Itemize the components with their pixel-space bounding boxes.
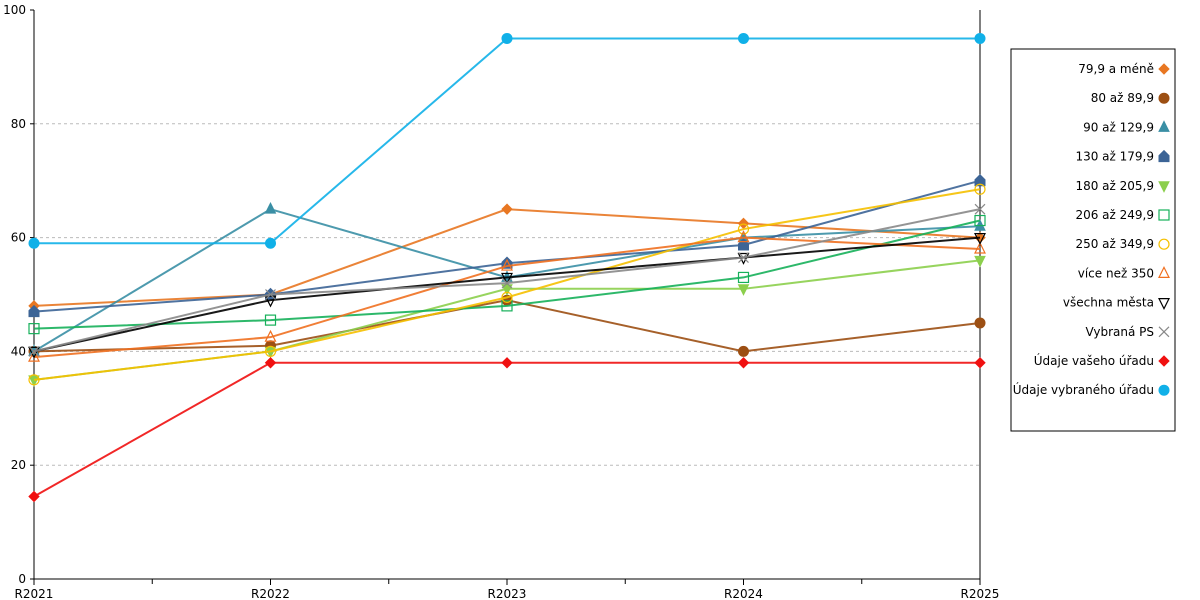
data-point xyxy=(737,223,750,235)
data-point xyxy=(501,357,513,369)
data-point xyxy=(264,357,277,369)
data-point xyxy=(501,272,513,285)
series-line xyxy=(33,299,981,353)
legend-marker xyxy=(1158,298,1170,310)
data-point xyxy=(974,173,986,187)
legend-label: 250 až 349,9 xyxy=(1075,237,1154,251)
y-tick-label: 40 xyxy=(11,344,26,358)
data-point xyxy=(501,203,513,215)
data-point xyxy=(28,346,40,359)
series-6 xyxy=(28,183,986,386)
data-point xyxy=(738,32,749,44)
data-point xyxy=(28,490,40,503)
series-line xyxy=(33,219,981,330)
series-2 xyxy=(28,202,986,356)
legend-label: Vybraná PS xyxy=(1085,325,1154,339)
series-line xyxy=(33,361,980,498)
data-point xyxy=(501,32,513,44)
legend-marker xyxy=(1158,384,1170,396)
series-line xyxy=(33,236,981,353)
data-point xyxy=(737,357,750,369)
series-1 xyxy=(28,294,986,357)
legend-label: 130 až 179,9 xyxy=(1075,150,1154,164)
data-point xyxy=(974,357,986,369)
data-point xyxy=(28,375,40,387)
legend-label: 180 až 205,9 xyxy=(1075,179,1154,193)
data-point xyxy=(501,291,513,303)
data-point xyxy=(974,32,986,44)
legend-box xyxy=(1010,48,1176,432)
data-point xyxy=(28,237,40,249)
x-tick-label: R2022 xyxy=(251,587,290,600)
legend-label: všechna města xyxy=(1063,296,1154,310)
data-point xyxy=(974,183,986,195)
y-tick-label: 20 xyxy=(11,458,26,472)
data-point xyxy=(737,217,750,230)
data-point xyxy=(738,345,749,357)
data-point xyxy=(974,214,986,227)
legend-marker xyxy=(1158,238,1170,250)
data-point xyxy=(264,202,277,214)
data-point xyxy=(28,349,40,362)
data-point xyxy=(974,233,986,245)
x-tick-label: R2021 xyxy=(15,587,54,600)
data-point xyxy=(264,314,277,326)
data-point xyxy=(265,237,276,249)
series-11 xyxy=(28,32,986,249)
legend-marker xyxy=(1158,149,1170,163)
data-point xyxy=(264,329,277,342)
data-point xyxy=(28,323,40,335)
legend-marker xyxy=(1158,120,1170,132)
data-point xyxy=(974,255,986,268)
legend-label: Údaje vybraného úřadu xyxy=(1013,382,1154,397)
y-tick-label: 0 xyxy=(18,572,26,586)
legend-label: 90 až 129,9 xyxy=(1083,120,1154,134)
y-tick-label: 100 xyxy=(3,3,26,17)
legend-marker xyxy=(1158,181,1170,193)
legend-label: Údaje vašeho úřadu xyxy=(1034,353,1154,368)
x-tick-label: R2023 xyxy=(488,587,527,600)
legend-marker xyxy=(1158,63,1170,75)
series-5 xyxy=(28,214,986,335)
data-point xyxy=(974,317,986,329)
series-10 xyxy=(28,357,986,503)
legend-label: 80 až 89,9 xyxy=(1091,91,1154,105)
x-tick-label: R2024 xyxy=(724,587,763,600)
series-line xyxy=(33,188,981,381)
y-tick-label: 80 xyxy=(11,117,26,131)
data-point xyxy=(501,258,513,271)
data-point xyxy=(501,300,513,312)
legend-marker xyxy=(1158,266,1170,278)
data-point xyxy=(737,284,750,296)
data-point xyxy=(974,203,986,215)
x-tick-label: R2025 xyxy=(961,587,1000,600)
legend-marker xyxy=(1158,326,1170,338)
data-point xyxy=(265,289,276,300)
legend-marker xyxy=(1158,355,1170,367)
series-9 xyxy=(28,203,986,357)
data-point xyxy=(264,295,277,308)
data-point xyxy=(737,271,750,284)
data-point xyxy=(28,374,40,386)
data-point xyxy=(28,345,40,357)
data-point xyxy=(264,345,277,357)
legend-label: 79,9 a méně xyxy=(1078,62,1154,76)
legend: 79,9 a méně 80 až 89,9 90 až 129,9 130 až 1… xyxy=(1010,48,1176,432)
y-tick-label: 60 xyxy=(11,231,26,245)
data-point xyxy=(974,241,986,254)
data-point xyxy=(501,284,513,296)
legend-label: více než 350 xyxy=(1078,266,1154,280)
legend-label: 206 až 249,9 xyxy=(1075,208,1154,222)
data-point xyxy=(737,230,750,243)
data-point xyxy=(28,304,40,318)
data-point xyxy=(501,277,513,289)
legend-marker xyxy=(1158,209,1170,221)
data-point xyxy=(738,252,749,263)
legend-marker xyxy=(1158,92,1170,104)
